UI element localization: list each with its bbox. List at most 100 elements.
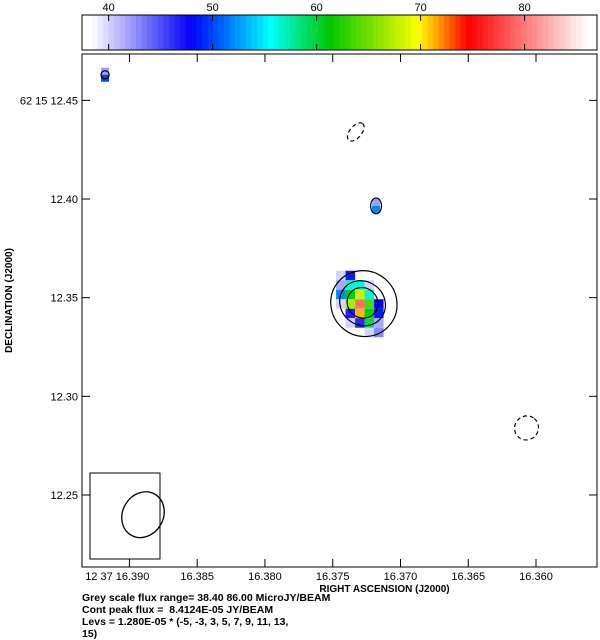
colorbar-segment <box>554 15 561 50</box>
intensity-pixel <box>374 299 384 309</box>
colorbar-segment <box>147 15 154 50</box>
colorbar-tick-label: 80 <box>518 2 530 14</box>
positive-contour <box>330 270 398 338</box>
intensity-pixel <box>336 299 346 309</box>
colorbar-segment <box>455 15 462 50</box>
colorbar-segment <box>400 15 407 50</box>
colorbar-segment <box>251 15 258 50</box>
colorbar-segment <box>444 15 451 50</box>
beam-box <box>89 472 165 560</box>
colorbar-segment <box>97 15 104 50</box>
colorbar-segment <box>119 15 126 50</box>
x-tick-label: 16.370 <box>384 571 418 583</box>
intensity-pixel <box>355 280 365 290</box>
colorbar-segment <box>295 15 302 50</box>
intensity-pixel <box>345 289 356 300</box>
colorbar-segment <box>257 15 264 50</box>
colorbar-segment <box>191 15 198 50</box>
colorbar-segment <box>108 15 115 50</box>
colorbar-segment <box>416 15 423 50</box>
colorbar-segment <box>114 15 121 50</box>
colorbar-segment <box>488 15 495 50</box>
negative-contour <box>513 415 540 441</box>
colorbar-segment <box>361 15 368 50</box>
colorbar-segment <box>279 15 286 50</box>
colorbar-tick-label: 50 <box>207 2 219 14</box>
intensity-pixel <box>364 280 375 290</box>
x-tick-label: 16.365 <box>451 571 485 583</box>
x-tick-label: 16.380 <box>248 571 282 583</box>
colorbar-segment <box>521 15 528 50</box>
levels-note-cont: 15) <box>82 628 98 640</box>
colorbar-segment <box>367 15 374 50</box>
colorbar-segment <box>174 15 181 50</box>
intensity-pixel <box>345 299 356 309</box>
colorbar-segment <box>328 15 335 50</box>
colorbar-segment <box>350 15 357 50</box>
intensity-pixels <box>101 67 384 338</box>
y-tick-label: 62 15 12.45 <box>20 95 78 107</box>
colorbar-segment <box>504 15 511 50</box>
colorbar-segment <box>559 15 566 50</box>
flux-range-note: Grey scale flux range= 38.40 86.00 Micro… <box>82 592 331 604</box>
colorbar-segment <box>526 15 533 50</box>
colorbar-segment <box>466 15 473 50</box>
colorbar-segment <box>378 15 385 50</box>
colorbar-segment <box>537 15 544 50</box>
intensity-pixel <box>355 289 365 300</box>
colorbar-segment <box>235 15 242 50</box>
y-tick-label: 12.35 <box>50 293 78 305</box>
colorbar-segment <box>334 15 341 50</box>
colorbar-segment <box>152 15 159 50</box>
intensity-pixel <box>364 308 375 319</box>
intensity-pixel <box>372 198 381 206</box>
colorbar-segment <box>383 15 390 50</box>
intensity-pixel <box>372 205 381 213</box>
x-tick-label: 12 37 16.390 <box>85 571 149 583</box>
colorbar-segment <box>389 15 396 50</box>
x-tick-label: 16.360 <box>519 571 553 583</box>
colorbar-segment <box>92 15 99 50</box>
intensity-pixel <box>374 308 384 319</box>
colorbar-tick-label: 40 <box>103 2 115 14</box>
positive-contour <box>370 197 383 215</box>
colorbar-segment <box>240 15 247 50</box>
colorbar: 40 50 60 70 80 <box>81 2 598 51</box>
plot-axes: 12 37 16.390 16.385 16.380 16.375 16.370 16.3… <box>20 53 598 583</box>
colorbar-segment <box>438 15 445 50</box>
colorbar-segment <box>515 15 522 50</box>
positive-contour <box>339 280 387 327</box>
colorbar-segment <box>405 15 412 50</box>
peak-flux-note: Cont peak flux = 8.4124E-05 JY/BEAM <box>82 604 274 616</box>
colorbar-segment <box>169 15 176 50</box>
intensity-pixel <box>345 308 356 319</box>
colorbar-segment <box>411 15 418 50</box>
colorbar-segment <box>207 15 214 50</box>
colorbar-segment <box>477 15 484 50</box>
intensity-pixel <box>364 289 375 300</box>
beam-frame <box>89 472 161 560</box>
positive-contour <box>346 286 379 319</box>
colorbar-segment <box>136 15 143 50</box>
colorbar-tick-label: 60 <box>310 2 322 14</box>
colorbar-segment <box>163 15 170 50</box>
intensity-pixel <box>364 318 375 328</box>
colorbar-segment <box>570 15 577 50</box>
intensity-pixel <box>336 270 346 281</box>
negative-contour <box>346 122 365 142</box>
colorbar-segment <box>290 15 297 50</box>
intensity-pixel <box>374 318 384 328</box>
colorbar-segment <box>301 15 308 50</box>
colorbar-segment <box>317 15 324 50</box>
colorbar-segment <box>130 15 137 50</box>
intensity-pixel <box>345 270 356 281</box>
colorbar-segment <box>103 15 110 50</box>
colorbar-segment <box>471 15 478 50</box>
colorbar-segment <box>180 15 187 50</box>
colorbar-segment <box>565 15 572 50</box>
beam-ellipse <box>121 491 165 539</box>
colorbar-segment <box>185 15 192 50</box>
colorbar-frame <box>81 14 598 51</box>
colorbar-segment <box>218 15 225 50</box>
